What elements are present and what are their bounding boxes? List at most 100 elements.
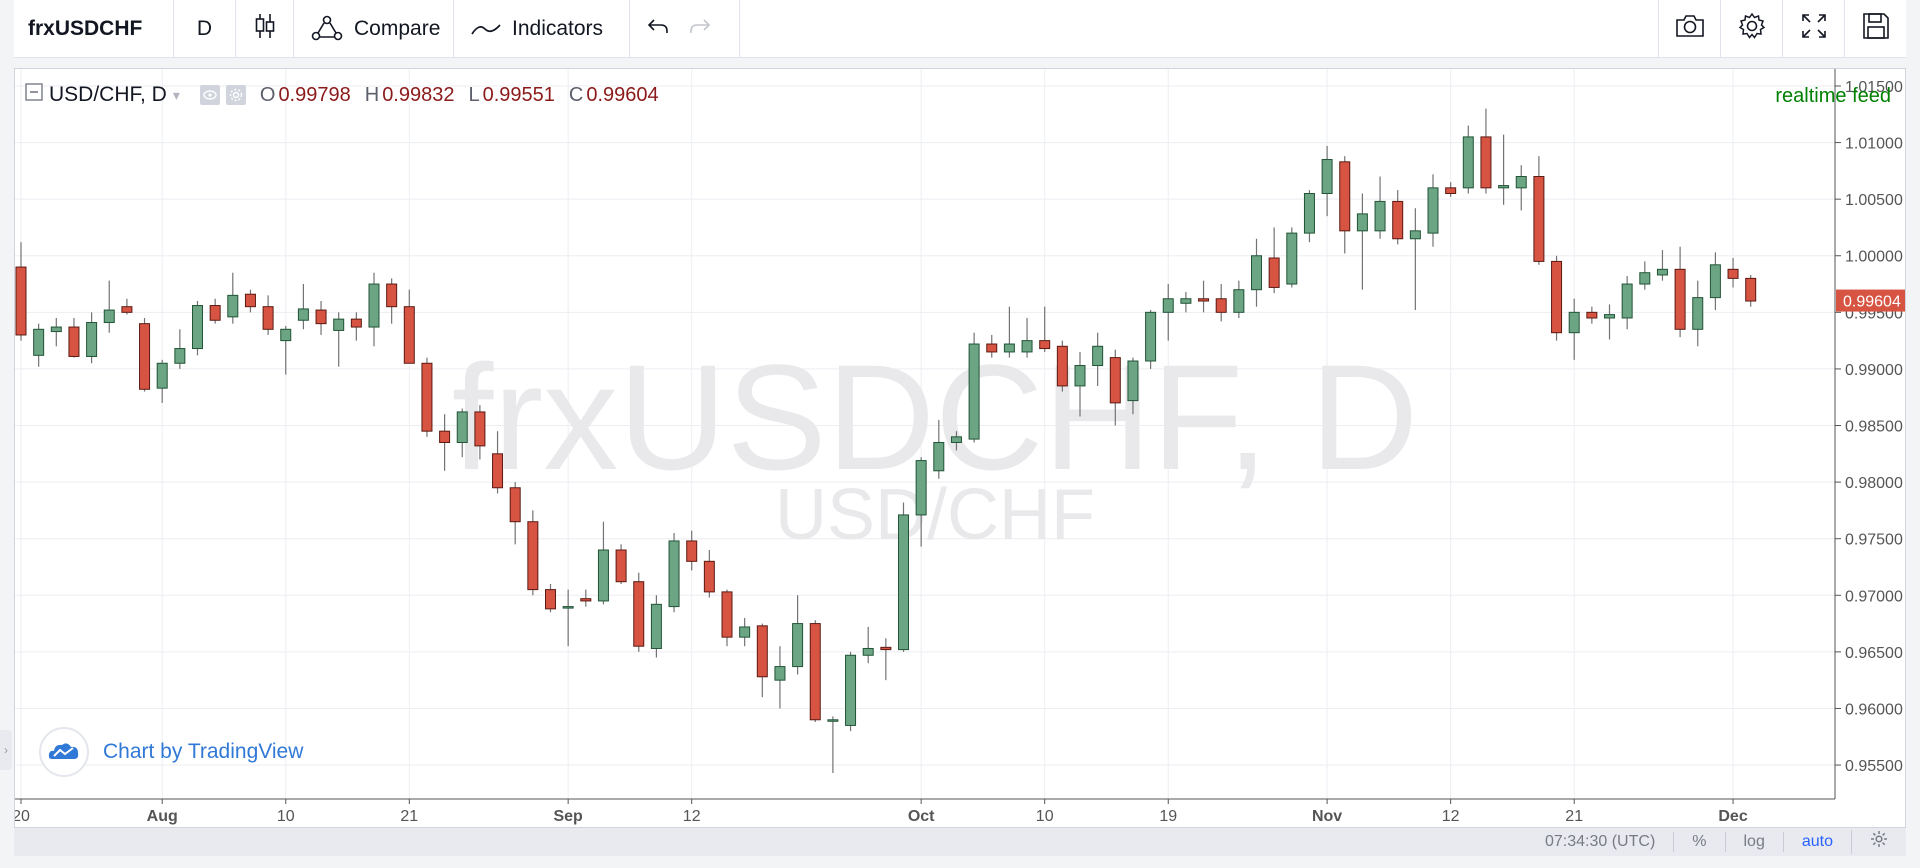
toolbar-spacer xyxy=(740,0,1658,57)
candle-body xyxy=(1568,311,1580,334)
candle-body xyxy=(950,436,962,443)
candle-body xyxy=(474,411,486,447)
resolution-button[interactable]: D xyxy=(174,0,236,57)
candle-body xyxy=(1321,159,1333,194)
candle-body xyxy=(350,318,362,328)
candle-body xyxy=(1427,187,1439,234)
candle-body xyxy=(1409,230,1421,240)
log-scale-toggle[interactable]: log xyxy=(1724,832,1783,852)
candle-body xyxy=(1251,255,1262,291)
undo-redo-group xyxy=(630,0,740,57)
candle-body xyxy=(862,647,874,656)
save-button[interactable] xyxy=(1844,0,1906,57)
realtime-feed-label: realtime feed xyxy=(1775,85,1891,107)
candle-body xyxy=(139,323,151,390)
price-tick-label: 1.00000 xyxy=(1845,249,1903,266)
open-value: 0.99798 xyxy=(278,83,351,106)
candle-body xyxy=(492,453,504,489)
price-tick-label: 0.96000 xyxy=(1845,701,1903,718)
compare-button[interactable]: Compare xyxy=(294,0,454,57)
candle-body xyxy=(1709,264,1721,299)
sidebar-toggle-handle[interactable]: › xyxy=(0,730,12,770)
candle-body xyxy=(562,606,574,609)
candle-body xyxy=(633,581,645,647)
watermark-main: frxUSDCHF, D xyxy=(452,333,1419,501)
candle-body xyxy=(439,430,451,443)
high-value: 0.99832 xyxy=(382,83,455,106)
candle-body xyxy=(403,306,415,364)
time-tick-label: 12 xyxy=(683,808,701,825)
high-label: H xyxy=(364,83,380,106)
last-price-badge xyxy=(1836,289,1905,312)
candle-body xyxy=(1621,283,1633,319)
low-label: L xyxy=(468,83,480,106)
candle-body xyxy=(227,294,239,318)
legend-symbol[interactable]: USD/CHF, D xyxy=(49,83,167,106)
percent-scale-toggle[interactable]: % xyxy=(1673,832,1724,852)
indicators-button[interactable]: Indicators xyxy=(454,0,630,57)
auto-scale-toggle[interactable]: auto xyxy=(1782,832,1851,852)
candle-body xyxy=(703,560,715,593)
redo-icon[interactable] xyxy=(688,16,712,42)
candle-body xyxy=(297,308,309,321)
candle-body xyxy=(1339,161,1351,232)
fullscreen-button[interactable] xyxy=(1782,0,1844,57)
candle-body xyxy=(174,348,186,364)
resolution-label: D xyxy=(196,16,213,40)
candle-body xyxy=(933,441,945,472)
candle-body xyxy=(1003,343,1015,353)
candle-body xyxy=(33,328,45,356)
candle-body xyxy=(1586,311,1598,319)
candle-body xyxy=(1745,277,1757,302)
time-tick-label: Aug xyxy=(147,808,178,825)
candle-body xyxy=(1056,345,1068,387)
candle-body xyxy=(1180,298,1192,304)
legend-dropdown-icon[interactable]: ▾ xyxy=(172,86,180,103)
collapse-legend-icon[interactable] xyxy=(25,83,43,107)
candle-body xyxy=(1656,268,1668,276)
snapshot-button[interactable] xyxy=(1658,0,1720,57)
candles-icon xyxy=(254,13,276,45)
candle-body xyxy=(615,549,627,583)
candle-body xyxy=(1109,357,1121,404)
chart-pane[interactable]: frxUSDCHF, D USD/CHF 1.01500 1.01000 1.00500… xyxy=(14,68,1906,828)
candle-body xyxy=(986,343,998,353)
candle-body xyxy=(244,293,256,308)
candle-body xyxy=(509,487,521,523)
candle-body xyxy=(845,654,857,726)
candle-body xyxy=(315,309,327,325)
candle-body xyxy=(1604,314,1615,319)
candle-body xyxy=(15,266,27,336)
time-tick-label: 10 xyxy=(277,808,295,825)
undo-icon[interactable] xyxy=(646,16,670,42)
candle-body xyxy=(1392,200,1404,240)
series-settings-icon[interactable] xyxy=(225,85,246,105)
time-tick-label: 19 xyxy=(1159,808,1177,825)
candle-body xyxy=(1286,232,1298,285)
visibility-icon[interactable] xyxy=(199,85,220,105)
candle-body xyxy=(792,623,804,668)
settings-button[interactable] xyxy=(1720,0,1782,57)
last-price-label: 0.99604 xyxy=(1843,294,1901,311)
time-tick-label: 21 xyxy=(400,808,418,825)
candle-body xyxy=(1551,260,1563,334)
save-icon xyxy=(1861,11,1891,47)
candle-body xyxy=(739,626,751,638)
ohlc-values: O 0.99798 H 0.99832 L 0.99551 C 0.99604 xyxy=(260,84,673,107)
branding-label: Chart by TradingView xyxy=(103,740,304,763)
time-tick-label: Nov xyxy=(1312,808,1342,825)
tradingview-branding[interactable]: Chart by TradingView xyxy=(39,727,303,777)
candle-body xyxy=(1162,298,1174,313)
candle-body xyxy=(915,460,927,516)
candle-body xyxy=(721,591,733,638)
price-tick-label: 1.01500 xyxy=(1845,79,1903,96)
candle-body xyxy=(527,521,539,591)
candle-body xyxy=(1498,185,1510,189)
price-tick-label: 0.99000 xyxy=(1845,362,1903,379)
symbol-search-button[interactable]: frxUSDCHF xyxy=(14,0,174,57)
compare-icon xyxy=(310,15,344,43)
chart-settings-icon[interactable] xyxy=(1851,830,1906,854)
chart-type-button[interactable] xyxy=(236,0,294,57)
fullscreen-icon xyxy=(1800,12,1828,46)
